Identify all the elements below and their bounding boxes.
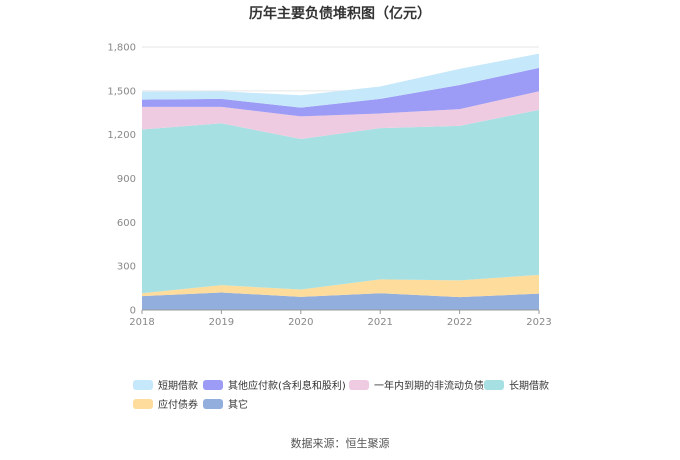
y-tick-label: 1,800: [107, 43, 136, 54]
legend-label: 长期借款: [509, 379, 549, 392]
legend-swatch: [349, 380, 369, 390]
chart-title: 历年主要负债堆积图（亿元）: [249, 5, 431, 22]
series-area: [142, 67, 539, 117]
legend-swatch: [203, 380, 223, 390]
x-tick-label: 2020: [288, 317, 313, 328]
legend-swatch: [133, 380, 153, 390]
legend-swatch: [133, 399, 153, 409]
y-tick-label: 600: [117, 218, 136, 229]
y-tick-label: 900: [117, 174, 136, 185]
y-tick-label: 0: [130, 306, 136, 317]
x-tick-label: 2019: [209, 317, 234, 328]
legend-label: 其他应付款(含利息和股利): [228, 379, 346, 392]
legend-label: 应付债券: [158, 398, 198, 411]
legend-swatch: [203, 399, 223, 409]
series-area: [142, 109, 539, 294]
legend-label: 其它: [228, 398, 248, 411]
y-tick-label: 1,500: [107, 86, 136, 97]
x-axis-ticks: 2018 2019 2020 2021 2022 2023: [129, 310, 552, 328]
stacked-areas: [142, 53, 539, 310]
y-tick-label: 1,200: [107, 130, 136, 141]
legend-label: 短期借款: [158, 379, 198, 392]
series-area: [142, 274, 539, 298]
legend-swatch: [484, 380, 504, 390]
y-axis-ticks: 0 300 600 900 1,200 1,500 1,800: [107, 43, 136, 317]
series-area: [142, 91, 539, 140]
x-tick-label: 2018: [129, 317, 154, 328]
x-tick-label: 2023: [526, 317, 551, 328]
series-area: [142, 292, 539, 310]
legend-label: 一年内到期的非流动负债: [374, 379, 484, 392]
x-tick-label: 2022: [447, 317, 472, 328]
x-tick-label: 2021: [367, 317, 392, 328]
series-area: [142, 53, 539, 108]
y-tick-label: 300: [117, 262, 136, 273]
data-source: 数据来源：恒生聚源: [291, 436, 390, 450]
